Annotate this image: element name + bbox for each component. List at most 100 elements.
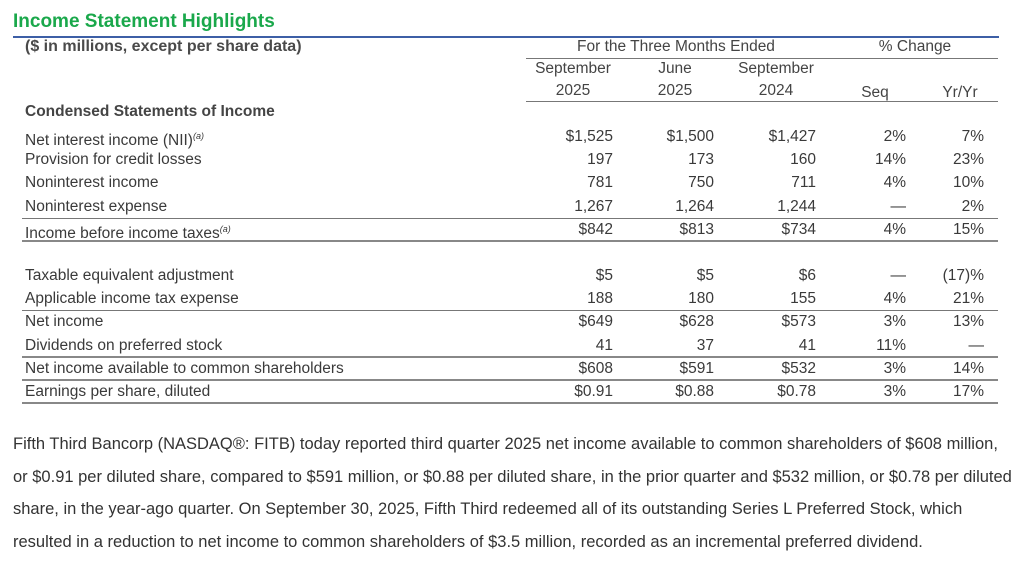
cell-value: 10% [952,174,984,191]
cell-value: — [968,337,985,354]
table-section-title: Condensed Statements of Income [25,103,275,120]
section-title: Income Statement Highlights [13,11,275,32]
row-label-text: Dividends on preferred stock [25,337,223,354]
cell-value: $5 [595,267,613,284]
cell-value: $0.78 [777,383,816,400]
cell-value: 155 [790,290,816,307]
row-divider [22,356,998,358]
cell-value: 14% [952,360,984,377]
change-group-header: % Change [878,38,952,55]
cell-value: — [890,267,907,284]
col-header-seq: Seq [861,84,889,101]
row-label: Applicable income tax expense [25,287,239,310]
cell-value: 173 [688,151,714,168]
row-label: Noninterest expense [25,195,167,218]
col-header-sep-2024-line1: September [738,60,814,77]
table-row: Dividends on preferred stock 41 37 41 11% — [22,334,998,357]
row-divider [22,310,998,311]
row-label: Provision for credit losses [25,148,202,171]
units-note: ($ in millions, except per share data) [25,38,302,55]
cell-value: 13% [952,313,984,330]
row-label-text: Taxable equivalent adjustment [25,267,234,284]
cell-value: 2% [961,198,984,215]
col-header-sep-2025-line1: September [535,60,611,77]
period-group-header: For the Three Months Ended [577,38,775,55]
row-label: Net income available to common sharehold… [25,357,344,380]
col-header-jun-2025-line1: June [658,60,692,77]
row-label: Earnings per share, diluted [25,380,210,403]
cell-value: $573 [781,313,816,330]
row-divider [22,240,998,242]
row-label-text: Income before income taxes [25,225,220,242]
cell-value: 3% [883,360,906,377]
table-row: Net income $649 $628 $573 3% 13% [22,310,998,333]
col-header-jun-2025-line2: 2025 [657,82,693,99]
cell-value: 188 [587,290,613,307]
col-header-yryr: Yr/Yr [942,84,978,101]
cell-value: 781 [587,174,613,191]
cell-value: — [890,198,907,215]
table-row: Net interest income (NII)(a) $1,525 $1,500… [22,125,998,149]
cell-value: 2% [883,128,906,145]
cell-value: 3% [883,383,906,400]
row-label-text: Net interest income (NII) [25,132,193,149]
cell-value: 3% [883,313,906,330]
cell-value: (17)% [942,267,984,284]
cell-value: $842 [578,221,613,238]
cell-value: $1,525 [565,128,613,145]
cell-value: 37 [696,337,714,354]
row-label: Net interest income (NII)(a) [25,125,204,152]
cell-value: 14% [874,151,906,168]
cell-value: 41 [798,337,816,354]
cell-value: 4% [883,290,906,307]
cell-value: 180 [688,290,714,307]
row-label-text: Net income [25,313,104,330]
cell-value: 15% [952,221,984,238]
cell-value: $0.91 [574,383,613,400]
row-divider [22,218,998,219]
cell-value: 4% [883,221,906,238]
table-row: Noninterest income 781 750 711 4% 10% [22,171,998,194]
cell-value: $734 [781,221,816,238]
cell-value: 7% [961,128,984,145]
cell-value: 1,267 [574,198,613,215]
header-divider [526,58,998,59]
row-label-text: Noninterest income [25,174,159,191]
header-bottom-divider [526,101,998,102]
cell-value: $813 [679,221,714,238]
footnote-marker: (a) [219,224,231,234]
row-label: Noninterest income [25,171,159,194]
cell-value: $628 [679,313,714,330]
cell-value: $608 [578,360,613,377]
col-header-sep-2025-line2: 2025 [555,82,591,99]
cell-value: 750 [688,174,714,191]
cell-value: $532 [781,360,816,377]
cell-value: $591 [679,360,714,377]
table-bottom-divider [22,402,998,404]
col-header-sep-2024-line2: 2024 [758,82,794,99]
row-divider [22,379,998,381]
cell-value: 21% [952,290,984,307]
footnote-marker: (a) [192,131,204,141]
summary-paragraph: Fifth Third Bancorp (NASDAQ®: FITB) toda… [13,435,1012,551]
cell-value: 711 [791,174,816,191]
row-label-text: Applicable income tax expense [25,290,239,307]
cell-value: $5 [696,267,714,284]
row-label-text: Net income available to common sharehold… [25,360,344,377]
cell-value: 197 [587,151,613,168]
cell-value: $1,500 [666,128,714,145]
row-label: Income before income taxes(a) [25,218,231,245]
row-label: Dividends on preferred stock [25,334,222,357]
cell-value: 17% [952,383,984,400]
row-label-text: Provision for credit losses [25,151,202,168]
table-row: Provision for credit losses 197 173 160 14% 2… [22,148,998,171]
row-label-text: Noninterest expense [25,198,168,215]
cell-value: 11% [876,337,906,354]
cell-value: 1,244 [777,198,816,215]
table-row: Earnings per share, diluted $0.91 $0.88 $0.… [22,380,998,403]
title-divider [13,36,999,38]
table-row: Net income available to common sharehold… [22,357,998,380]
cell-value: $6 [798,267,816,284]
cell-value: 41 [595,337,613,354]
cell-value: 1,264 [675,198,714,215]
